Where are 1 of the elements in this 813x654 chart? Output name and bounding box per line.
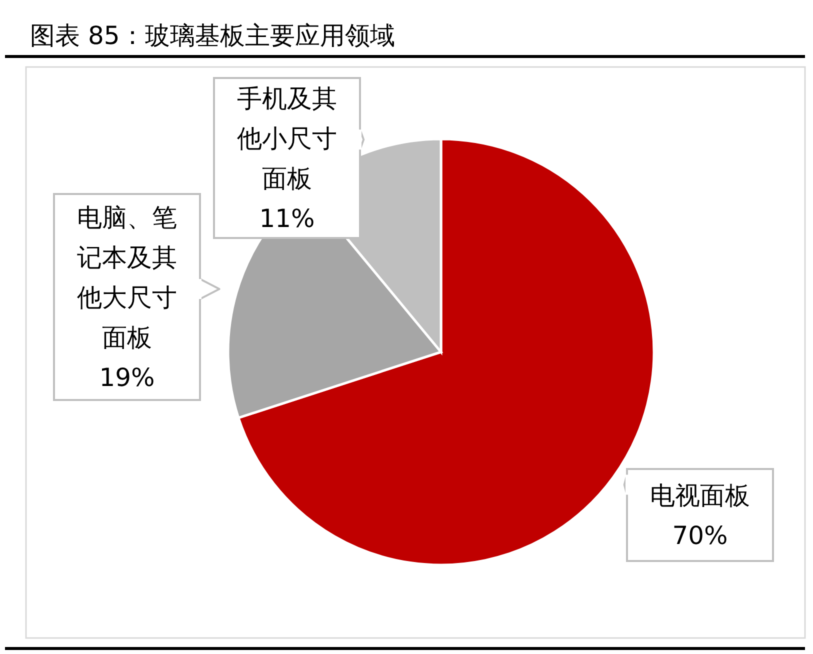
title: 图表 85：玻璃基板主要应用领域 [30,21,395,50]
